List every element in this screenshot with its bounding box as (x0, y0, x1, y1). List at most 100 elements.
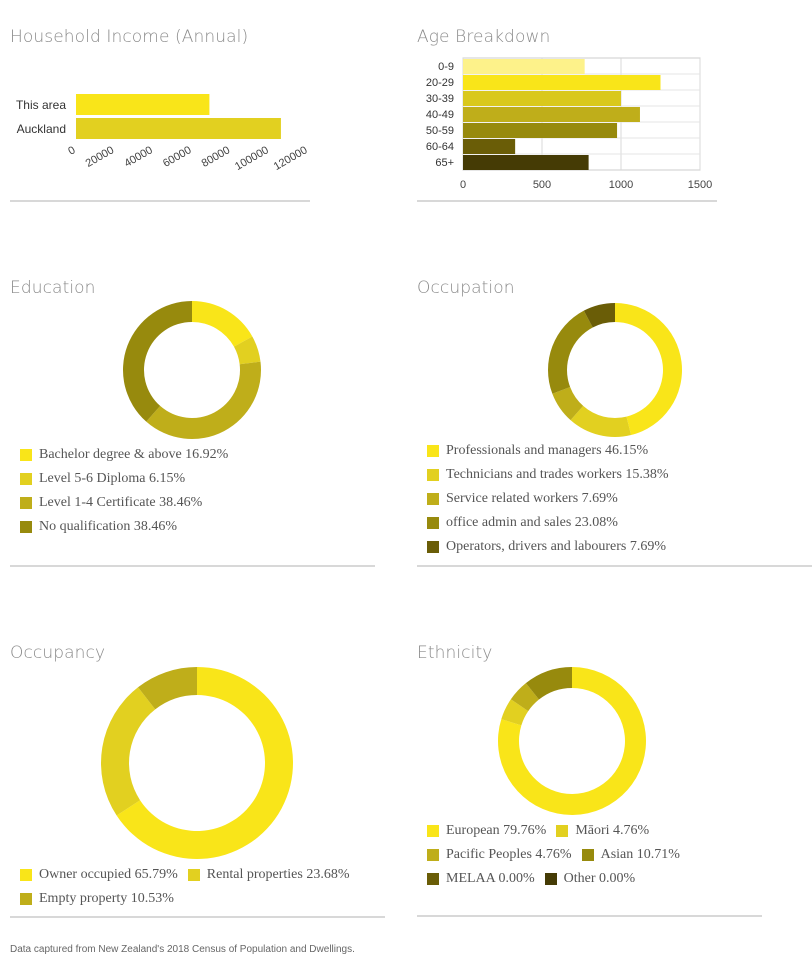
occupation-slice (615, 303, 682, 436)
occupation-legend-row: Technicians and trades workers 15.38% (427, 463, 812, 487)
occupation-donut (548, 303, 682, 437)
legend-swatch (427, 873, 439, 885)
legend-swatch (20, 497, 32, 509)
ethnicity-panel: Ethnicity European 79.76% Māori 4.76% Paci… (407, 635, 812, 925)
age-category-label: 40-49 (426, 109, 454, 121)
occupancy-slice (101, 687, 156, 816)
legend-swatch (427, 493, 439, 505)
legend-label: Professionals and managers 46.15% (446, 443, 649, 458)
education-legend-row: Level 1-4 Certificate 38.46% (20, 491, 380, 515)
occupation-legend-row: Professionals and managers 46.15% (427, 439, 812, 463)
education-legend-row: Level 5-6 Diploma 6.15% (20, 467, 380, 491)
age-bar (463, 107, 640, 122)
legend-label: Technicians and trades workers 15.38% (446, 467, 669, 482)
occupation-legend-row: Service related workers 7.69% (427, 487, 812, 511)
legend-swatch (427, 825, 439, 837)
income-panel: Household Income (Annual) This area Auckl… (0, 0, 400, 230)
legend-swatch (20, 869, 32, 881)
occupancy-divider (10, 916, 385, 918)
age-panel: Age Breakdown 0 500 1000 1500 0-9 20-29 30-39 4… (407, 0, 812, 230)
legend-swatch (427, 517, 439, 529)
age-category-label: 30-39 (426, 93, 454, 105)
age-chart: 0 500 1000 1500 0-9 20-29 30-39 40-49 50-59 60-64… (426, 57, 712, 191)
education-title: Education (10, 278, 96, 298)
education-slice (146, 361, 261, 439)
age-bar (463, 75, 661, 90)
ethnicity-slice (510, 683, 539, 712)
age-category-label: 20-29 (426, 77, 454, 89)
occupancy-legend-row: Owner occupied 65.79% Rental properties 2… (20, 863, 380, 887)
legend-swatch (544, 873, 557, 885)
legend-swatch (20, 893, 32, 905)
income-x-tick: 60000 (161, 144, 193, 170)
age-bar (463, 59, 585, 74)
education-legend-row: No qualification 38.46% (20, 515, 380, 539)
legend-label: Māori 4.76% (575, 823, 650, 838)
ethnicity-legend-row: MELAA 0.00% Other 0.00% (427, 867, 727, 891)
ethnicity-legend-item: Pacific Peoples 4.76% (427, 847, 572, 863)
legend-label: Asian 10.71% (600, 847, 680, 862)
legend-swatch (581, 849, 594, 861)
legend-swatch (427, 445, 439, 457)
legend-swatch (20, 521, 32, 533)
occupation-legend-row: office admin and sales 23.08% (427, 511, 812, 535)
income-bar (76, 94, 210, 115)
ethnicity-divider (417, 915, 762, 917)
income-x-tick: 100000 (233, 144, 271, 173)
legend-label: Level 1-4 Certificate 38.46% (39, 495, 203, 510)
income-category-label: This area (16, 98, 66, 112)
occupation-legend-item: Service related workers 7.69% (427, 491, 618, 507)
occupation-legend-item: office admin and sales 23.08% (427, 515, 618, 531)
occupancy-slice (116, 667, 293, 859)
education-legend-item: Bachelor degree & above 16.92% (20, 447, 228, 463)
age-bar (463, 91, 621, 106)
education-slice (192, 301, 253, 347)
education-legend: Bachelor degree & above 16.92% Level 5-6 … (20, 443, 380, 539)
income-divider (10, 200, 310, 202)
ethnicity-slice (525, 667, 572, 700)
ethnicity-legend-item: European 79.76% (427, 823, 546, 839)
occupancy-legend-row: Empty property 10.53% (20, 887, 380, 911)
footer-note: Data captured from New Zealand's 2018 Ce… (10, 944, 355, 955)
age-category-label: 60-64 (426, 141, 454, 153)
income-x-tick: 40000 (122, 144, 154, 170)
age-x-tick: 500 (533, 179, 551, 191)
occupation-legend: Professionals and managers 46.15% Technic… (427, 439, 812, 559)
ethnicity-slice (501, 699, 529, 726)
legend-swatch (427, 541, 439, 553)
legend-label: Rental properties 23.68% (206, 867, 350, 882)
legend-swatch (556, 825, 569, 837)
occupancy-donut (101, 667, 293, 859)
income-x-tick: 20000 (84, 144, 116, 170)
legend-label: Empty property 10.53% (39, 891, 174, 906)
occupation-legend-item: Operators, drivers and labourers 7.69% (427, 539, 666, 555)
age-bar (463, 123, 618, 138)
occupancy-legend-item: Rental properties 23.68% (187, 867, 350, 883)
education-legend-item: No qualification 38.46% (20, 519, 177, 535)
occupation-title: Occupation (417, 278, 515, 298)
age-category-label: 65+ (435, 157, 454, 169)
legend-label: Pacific Peoples 4.76% (446, 847, 572, 862)
occupation-divider (417, 565, 812, 567)
education-legend-item: Level 5-6 Diploma 6.15% (20, 471, 185, 487)
legend-swatch (20, 449, 32, 461)
ethnicity-legend-row: European 79.76% Māori 4.76% (427, 819, 727, 843)
occupation-slice (552, 387, 584, 421)
legend-swatch (187, 869, 200, 881)
education-panel: Education Bachelor degree & above 16.92%… (0, 270, 400, 570)
occupancy-panel: Occupancy Owner occupied 65.79% Rental pr… (0, 635, 400, 925)
occupation-slice (583, 303, 615, 328)
education-divider (10, 565, 375, 567)
legend-label: Operators, drivers and labourers 7.69% (446, 539, 667, 554)
age-title: Age Breakdown (417, 27, 551, 47)
age-category-label: 0-9 (438, 61, 454, 73)
ethnicity-donut (498, 667, 646, 815)
occupation-legend-item: Professionals and managers 46.15% (427, 443, 648, 459)
legend-swatch (427, 469, 439, 481)
ethnicity-legend: European 79.76% Māori 4.76% Pacific People… (427, 819, 727, 891)
legend-label: MELAA 0.00% (446, 871, 535, 886)
legend-label: European 79.76% (446, 823, 547, 838)
occupation-slice (570, 405, 632, 437)
occupancy-slice (138, 667, 197, 710)
age-x-tick: 0 (460, 179, 466, 191)
